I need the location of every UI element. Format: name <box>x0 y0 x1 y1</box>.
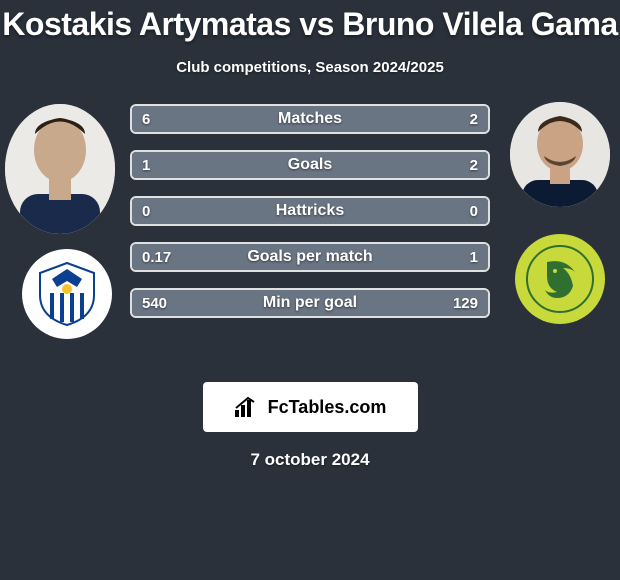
stat-label: Matches <box>132 110 488 128</box>
player-right-avatar <box>510 102 610 207</box>
stat-label: Goals <box>132 156 488 174</box>
stat-label: Min per goal <box>132 294 488 312</box>
stat-value-left: 0 <box>132 198 160 224</box>
stat-label: Hattricks <box>132 202 488 220</box>
player-left-avatar <box>5 104 115 234</box>
club-crest-icon <box>32 259 102 329</box>
stat-value-right: 1 <box>460 244 488 270</box>
stat-row: Goals per match0.17 1 <box>130 242 490 272</box>
date-label: 7 october 2024 <box>0 450 620 470</box>
club-left-crest <box>22 249 112 339</box>
club-crest-icon <box>525 244 595 314</box>
stat-row: Hattricks0 0 <box>130 196 490 226</box>
club-right-crest <box>515 234 605 324</box>
page-subtitle: Club competitions, Season 2024/2025 <box>0 59 620 76</box>
stat-value-left: 540 <box>132 290 177 316</box>
page-title: Kostakis Artymatas vs Bruno Vilela Gama <box>0 0 620 43</box>
stat-bars: Matches62Goals12Hattricks00Goals per mat… <box>130 104 490 334</box>
comparison-card: Kostakis Artymatas vs Bruno Vilela Gama … <box>0 0 620 580</box>
stat-value-left: 1 <box>132 152 160 178</box>
brand-text: FcTables.com <box>268 397 387 418</box>
stat-row: Matches6 2 <box>130 104 490 134</box>
main-area: Matches62Goals12Hattricks00Goals per mat… <box>0 104 620 364</box>
stat-row: Min per goal540 129 <box>130 288 490 318</box>
stat-value-right: 2 <box>460 152 488 178</box>
stat-value-right: 129 <box>443 290 488 316</box>
stat-value-right: 2 <box>460 106 488 132</box>
stat-value-left: 0.17 <box>132 244 181 270</box>
avatar-placeholder-icon <box>510 102 610 207</box>
stat-row: Goals1 2 <box>130 150 490 180</box>
avatar-placeholder-icon <box>5 104 115 234</box>
stat-value-right: 0 <box>460 198 488 224</box>
brand-badge[interactable]: FcTables.com <box>203 382 418 432</box>
stat-label: Goals per match <box>132 248 488 266</box>
brand-logo-icon <box>234 396 262 418</box>
stat-value-left: 6 <box>132 106 160 132</box>
